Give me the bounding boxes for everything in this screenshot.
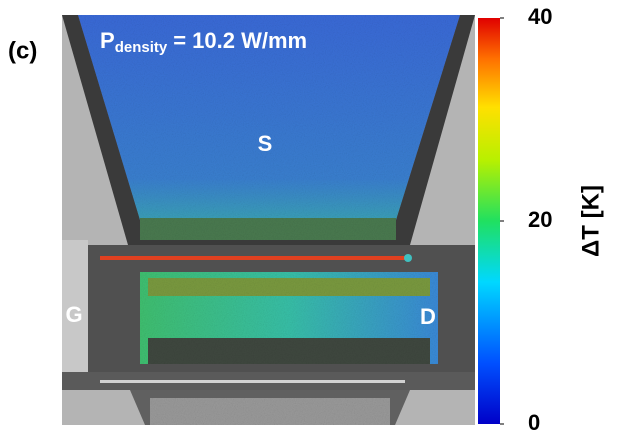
colorbar-label: ΔT [K] bbox=[577, 185, 604, 257]
panel-label: (c) bbox=[8, 37, 37, 64]
subscript: density bbox=[115, 39, 168, 56]
source-label: S bbox=[258, 131, 273, 156]
symbol: P bbox=[100, 28, 115, 53]
colorbar-tick-label: 0 bbox=[528, 410, 540, 435]
annotation-text: = 10.2 W/mm bbox=[173, 28, 307, 53]
colorbar-tick-label: 40 bbox=[528, 4, 552, 29]
colorbar-tick-label: 20 bbox=[528, 207, 552, 232]
drain-label: D bbox=[420, 304, 436, 329]
gate-label: G bbox=[65, 302, 82, 327]
figure: (c) Pdensity = 10.2 W/mm S G D ΔT [K] 0 20… bbox=[0, 0, 619, 442]
thermal-image bbox=[62, 15, 475, 425]
colorbar bbox=[478, 18, 500, 424]
